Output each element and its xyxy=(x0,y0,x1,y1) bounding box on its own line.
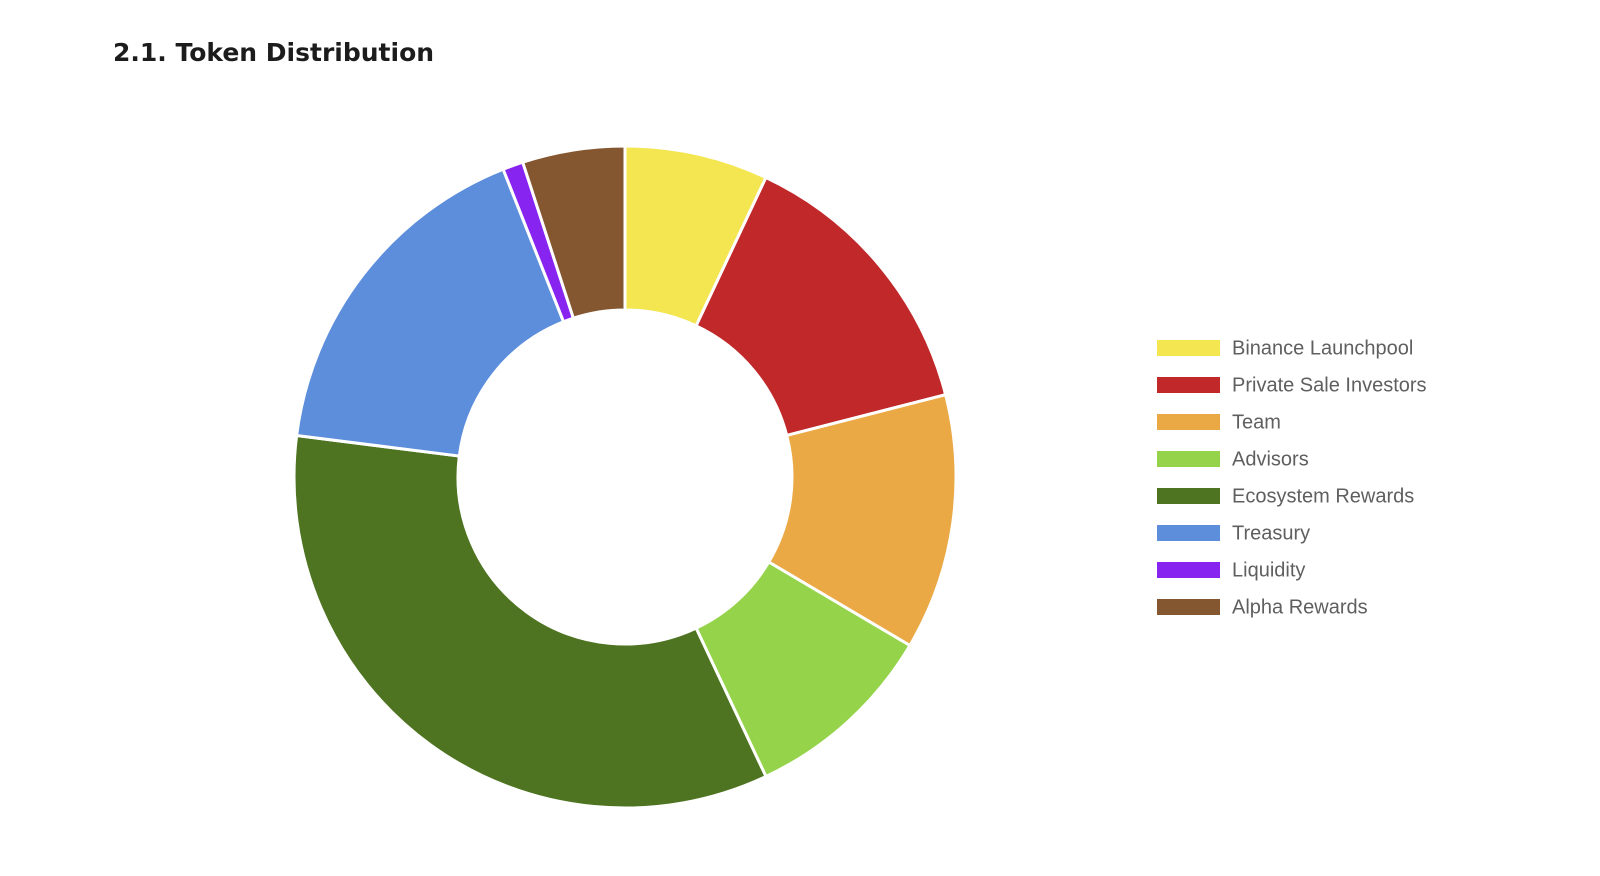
legend-label: Private Sale Investors xyxy=(1232,374,1427,396)
legend-swatch xyxy=(1157,525,1220,541)
legend-swatch xyxy=(1157,488,1220,504)
wedge xyxy=(292,434,768,810)
legend-swatch xyxy=(1157,414,1220,430)
legend-label: Treasury xyxy=(1232,522,1310,544)
wedge xyxy=(521,144,627,320)
legend-swatch xyxy=(1157,599,1220,615)
legend: Binance Launchpool Private Sale Investors… xyxy=(1157,337,1427,618)
chart-title: 2.1. Token Distribution xyxy=(113,38,434,67)
wedge xyxy=(767,393,958,647)
legend-label: Ecosystem Rewards xyxy=(1232,485,1414,507)
legend-swatch xyxy=(1157,562,1220,578)
wedge xyxy=(295,167,566,458)
legend-swatch xyxy=(1157,377,1220,393)
donut xyxy=(292,144,958,810)
legend-swatch xyxy=(1157,340,1220,356)
legend-swatch xyxy=(1157,451,1220,467)
legend-label: Binance Launchpool xyxy=(1232,337,1413,359)
legend-label: Liquidity xyxy=(1232,559,1305,581)
legend-label: Advisors xyxy=(1232,448,1309,470)
legend-label: Team xyxy=(1232,411,1281,433)
wedge xyxy=(694,176,948,437)
legend-label: Alpha Rewards xyxy=(1232,596,1368,618)
